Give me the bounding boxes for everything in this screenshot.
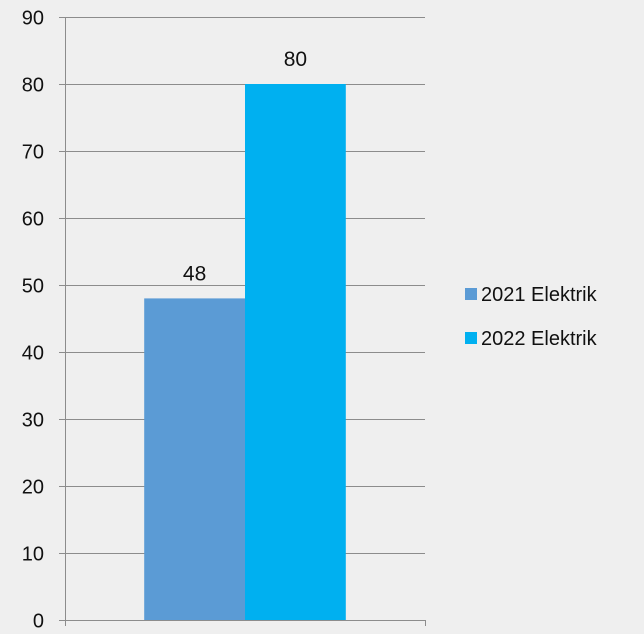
legend: 2021 Elektrik 2022 Elektrik: [465, 284, 598, 350]
bar-2: [245, 84, 346, 620]
y-tick-label: 0: [33, 611, 44, 633]
y-tick-label: 40: [22, 343, 44, 365]
bars: [144, 84, 346, 620]
y-tick-label: 90: [22, 8, 44, 30]
y-tick-label: 30: [22, 410, 44, 432]
legend-label: 2022 Elektrik: [481, 328, 598, 350]
y-tick-label: 20: [22, 477, 44, 499]
y-axis: 0 10 20 30 40 50 60 70 80 90: [22, 8, 426, 633]
legend-swatch: [465, 332, 477, 344]
legend-swatch: [465, 288, 477, 300]
bar-1: [144, 298, 245, 620]
data-label: 80: [284, 48, 307, 71]
data-label: 48: [183, 262, 206, 285]
y-tick-label: 50: [22, 276, 44, 298]
y-tick-label: 70: [22, 142, 44, 164]
legend-label: 2021 Elektrik: [481, 284, 598, 306]
y-tick-label: 10: [22, 544, 44, 566]
y-tick-label: 80: [22, 75, 44, 97]
data-labels: 48 80: [183, 48, 307, 285]
y-tick-label: 60: [22, 209, 44, 231]
